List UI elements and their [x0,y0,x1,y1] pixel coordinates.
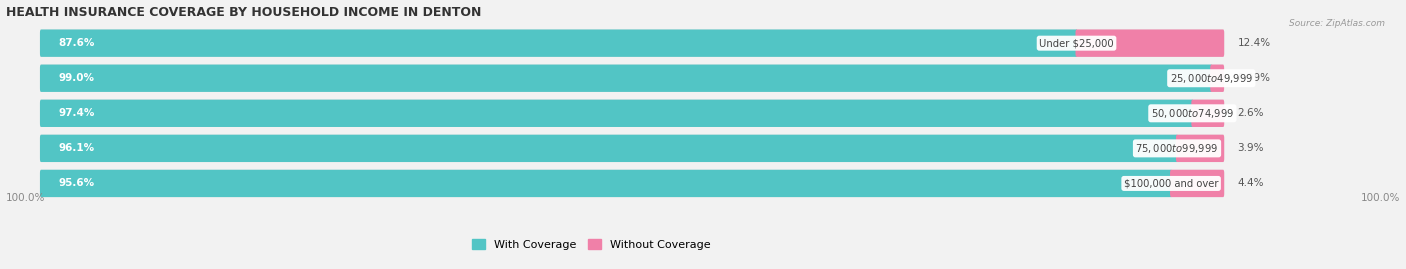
Text: $50,000 to $74,999: $50,000 to $74,999 [1150,107,1234,120]
FancyBboxPatch shape [39,170,1225,197]
Text: 12.4%: 12.4% [1237,38,1271,48]
FancyBboxPatch shape [39,170,1173,197]
Legend: With Coverage, Without Coverage: With Coverage, Without Coverage [468,235,716,254]
Text: 95.6%: 95.6% [59,178,94,188]
Text: 100.0%: 100.0% [1361,193,1400,203]
FancyBboxPatch shape [1191,100,1225,127]
FancyBboxPatch shape [39,100,1225,127]
Text: $25,000 to $49,999: $25,000 to $49,999 [1170,72,1253,85]
FancyBboxPatch shape [39,100,1194,127]
FancyBboxPatch shape [39,30,1225,57]
Text: 3.9%: 3.9% [1237,143,1264,153]
Text: $100,000 and over: $100,000 and over [1123,178,1219,188]
Text: 87.6%: 87.6% [59,38,96,48]
Text: Source: ZipAtlas.com: Source: ZipAtlas.com [1289,19,1385,28]
FancyBboxPatch shape [39,135,1178,162]
Text: 96.1%: 96.1% [59,143,94,153]
FancyBboxPatch shape [1076,30,1225,57]
FancyBboxPatch shape [1211,65,1225,92]
Text: 97.4%: 97.4% [59,108,96,118]
Text: $75,000 to $99,999: $75,000 to $99,999 [1136,142,1219,155]
Text: 2.6%: 2.6% [1237,108,1264,118]
FancyBboxPatch shape [39,135,1225,162]
FancyBboxPatch shape [39,65,1225,92]
Text: 100.0%: 100.0% [6,193,45,203]
FancyBboxPatch shape [39,65,1212,92]
Text: Under $25,000: Under $25,000 [1039,38,1114,48]
Text: 0.99%: 0.99% [1237,73,1270,83]
Text: 99.0%: 99.0% [59,73,94,83]
FancyBboxPatch shape [1175,135,1225,162]
FancyBboxPatch shape [1170,170,1225,197]
Text: HEALTH INSURANCE COVERAGE BY HOUSEHOLD INCOME IN DENTON: HEALTH INSURANCE COVERAGE BY HOUSEHOLD I… [6,6,481,19]
Text: 4.4%: 4.4% [1237,178,1264,188]
FancyBboxPatch shape [39,30,1077,57]
